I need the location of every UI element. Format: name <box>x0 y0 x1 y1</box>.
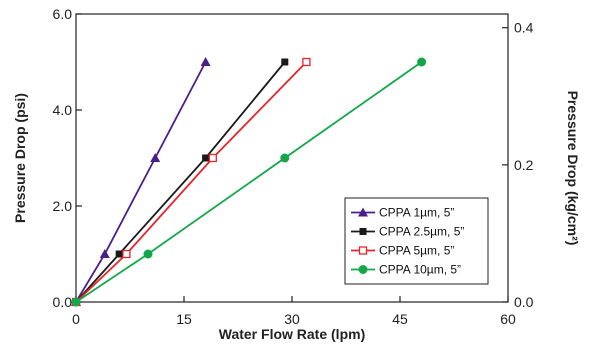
series-3 <box>71 57 311 307</box>
legend-marker <box>358 265 368 274</box>
data-point <box>281 58 289 66</box>
legend-marker <box>358 246 368 255</box>
x-tick-label: 0 <box>72 311 80 327</box>
series-line <box>75 61 207 303</box>
legend-label: CPPA 2.5µm, 5” <box>379 225 464 239</box>
y2-axis-title: Pressure Drop (kg/cm²) <box>565 91 581 246</box>
data-point <box>200 57 211 66</box>
data-point <box>71 297 81 307</box>
y2-tick-label: 0.4 <box>514 20 534 36</box>
y2-tick-label: 0.2 <box>514 157 534 173</box>
y-axis-title: Pressure Drop (psi) <box>12 93 28 223</box>
x-tick-label: 30 <box>284 311 300 327</box>
series-4 <box>71 57 427 307</box>
y-tick-label: 4.0 <box>53 102 73 118</box>
x-tick-label: 15 <box>176 311 192 327</box>
series-1 <box>71 57 211 306</box>
legend-entry: CPPA 1µm, 5” <box>351 206 454 220</box>
y-axis-ticks: 0.0 2.0 4.0 6.0 <box>53 6 82 310</box>
legend-marker <box>359 228 367 235</box>
y2-tick-label: 0.0 <box>514 294 534 310</box>
legend-label: CPPA 1µm, 5” <box>379 206 454 220</box>
x-axis-title: Water Flow Rate (lpm) <box>219 326 366 342</box>
series-line <box>75 61 286 303</box>
data-point <box>143 249 153 259</box>
x-axis-ticks: 0 15 30 45 60 <box>72 296 516 327</box>
data-point <box>99 249 110 258</box>
x-tick-label: 60 <box>500 311 516 327</box>
x-tick-label: 45 <box>392 311 408 327</box>
data-point <box>302 57 311 67</box>
legend-marker <box>358 207 368 217</box>
y-tick-label: 6.0 <box>53 6 73 22</box>
legend: CPPA 1µm, 5” CPPA 2.5µm, 5” CPPA 5µm, 5” CP… <box>344 197 489 285</box>
data-point <box>150 153 161 162</box>
data-point <box>417 57 427 67</box>
series-2 <box>72 58 289 306</box>
series-layer <box>71 57 427 307</box>
data-point <box>208 153 217 163</box>
legend-label: CPPA 5µm, 5” <box>379 244 454 258</box>
y-tick-label: 0.0 <box>53 294 73 310</box>
y2-axis-ticks: 0.0 0.2 0.4 <box>502 20 534 310</box>
data-point <box>202 154 210 162</box>
legend-entry: CPPA 10µm, 5” <box>351 263 461 277</box>
data-point <box>122 249 131 259</box>
series-line <box>75 61 308 303</box>
series-line <box>75 61 423 303</box>
y-tick-label: 2.0 <box>53 198 73 214</box>
data-point <box>115 250 123 258</box>
legend-entry: CPPA 5µm, 5” <box>351 244 454 258</box>
legend-label: CPPA 10µm, 5” <box>379 263 461 277</box>
legend-entry: CPPA 2.5µm, 5” <box>351 225 464 239</box>
data-point <box>280 153 290 163</box>
